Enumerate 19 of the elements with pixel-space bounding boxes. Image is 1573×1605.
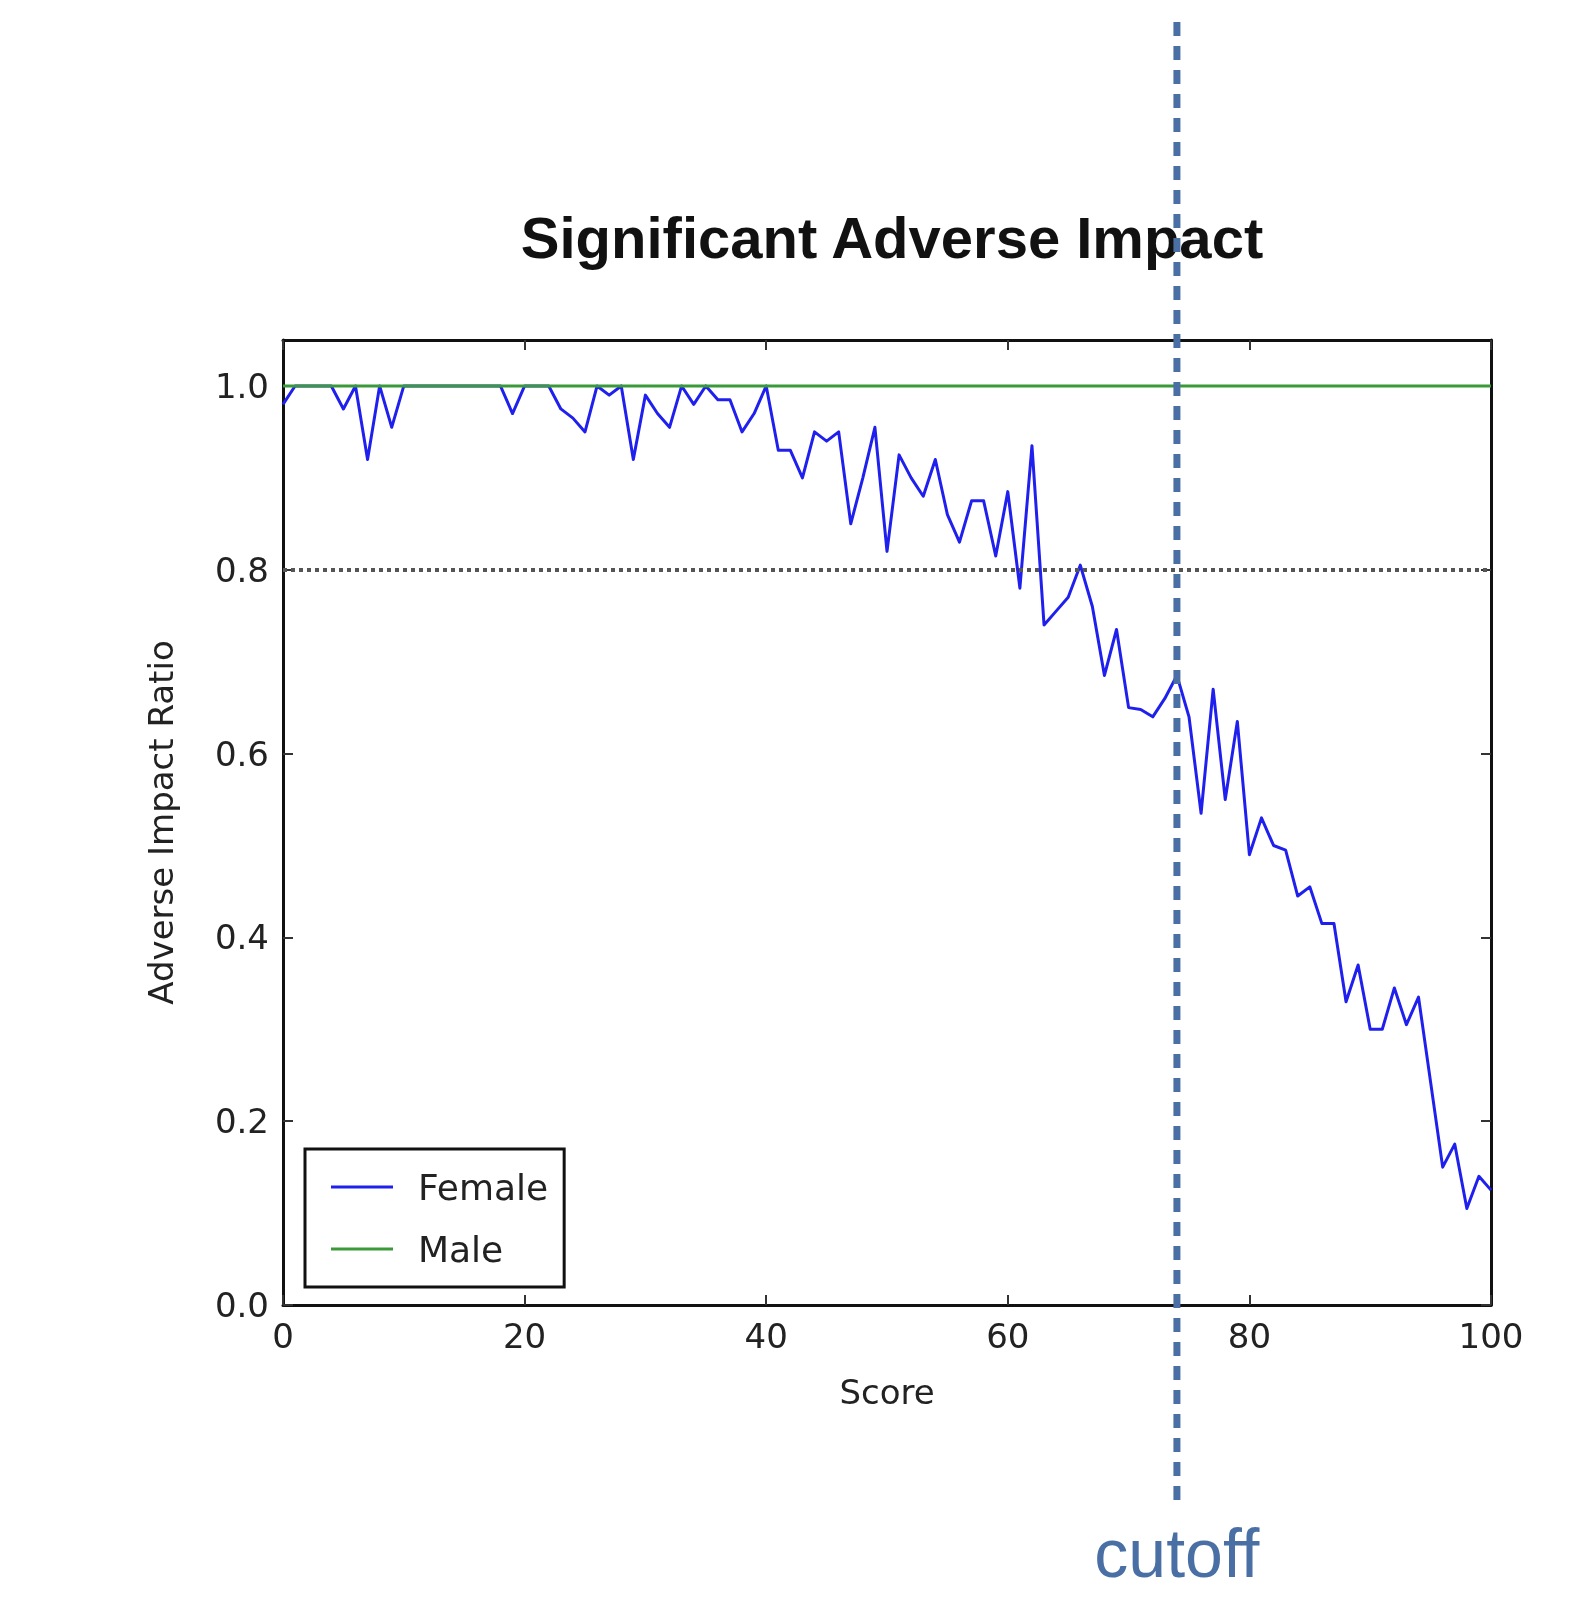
y-tick-label: 0.4 [214, 917, 269, 958]
legend-label: Female [418, 1166, 549, 1208]
x-tick-label: 60 [986, 1316, 1030, 1356]
y-tick-label: 1.0 [214, 365, 269, 406]
chart-title: Significant Adverse Impact [520, 204, 1264, 270]
y-tick-label: 0.0 [214, 1285, 269, 1325]
x-tick-label: 0 [272, 1316, 294, 1356]
x-tick-label: 40 [744, 1316, 788, 1356]
x-tick-label: 20 [502, 1316, 547, 1356]
line-series [281, 384, 1493, 1210]
y-tick-label: 0.6 [214, 733, 269, 774]
x-axis-title: Score [839, 1372, 935, 1412]
y-tick-label: 0.8 [214, 549, 269, 590]
x-tick-label: 80 [1227, 1316, 1272, 1356]
y-axis-title: Adverse Impact Ratio [141, 640, 181, 1005]
y-tick-label: 0.2 [214, 1101, 269, 1142]
ref-line-label: cutoff [1094, 1515, 1260, 1591]
x-tick-label: 100 [1458, 1316, 1524, 1356]
legend-label: Male [418, 1228, 504, 1270]
